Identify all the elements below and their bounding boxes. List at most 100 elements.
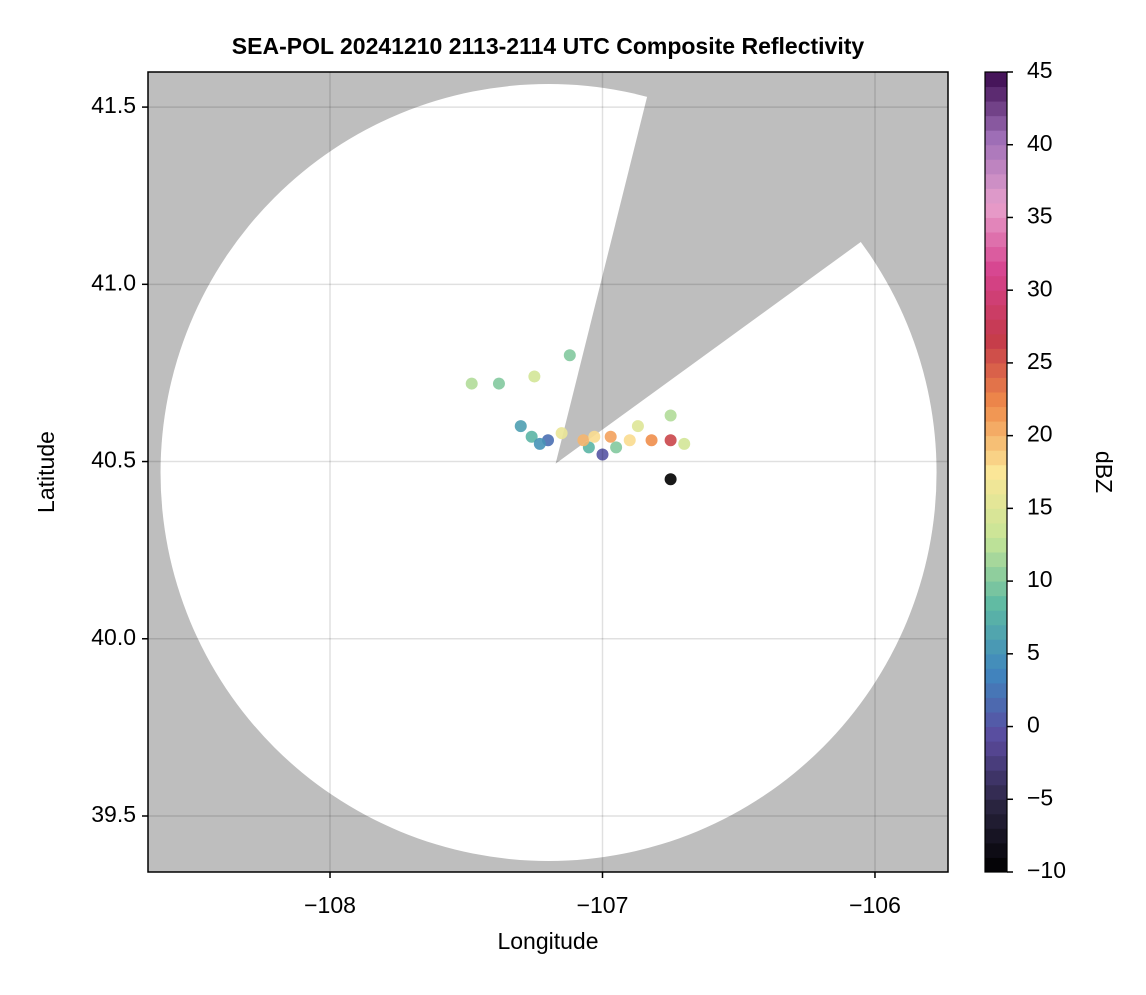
colorbar-step bbox=[985, 755, 1007, 771]
reflectivity-cell bbox=[645, 434, 658, 447]
colorbar-step bbox=[985, 362, 1007, 378]
reflectivity-cell bbox=[555, 427, 568, 440]
y-tick-label: 41.5 bbox=[91, 92, 136, 118]
colorbar-tick-label: 35 bbox=[1027, 203, 1053, 229]
x-tick-label: −106 bbox=[849, 892, 901, 918]
y-tick-label: 40.5 bbox=[91, 447, 136, 473]
reflectivity-cell bbox=[610, 441, 623, 454]
colorbar-tick-label: −10 bbox=[1027, 857, 1066, 883]
colorbar-step bbox=[985, 682, 1007, 698]
reflectivity-cell bbox=[465, 377, 478, 390]
colorbar-step bbox=[985, 479, 1007, 495]
colorbar-step bbox=[985, 406, 1007, 422]
colorbar-step bbox=[985, 173, 1007, 189]
reflectivity-cell bbox=[514, 420, 527, 433]
reflectivity-cell bbox=[664, 409, 677, 422]
colorbar-step bbox=[985, 813, 1007, 829]
reflectivity-cell bbox=[664, 473, 677, 486]
colorbar-step bbox=[985, 464, 1007, 480]
colorbar-step bbox=[985, 72, 1007, 88]
colorbar-step bbox=[985, 842, 1007, 858]
colorbar-step bbox=[985, 435, 1007, 451]
reflectivity-cell bbox=[588, 430, 601, 443]
plot-area bbox=[148, 72, 948, 872]
colorbar-step bbox=[985, 86, 1007, 102]
colorbar-step bbox=[985, 653, 1007, 669]
colorbar-step bbox=[985, 202, 1007, 218]
colorbar-tick-label: 0 bbox=[1027, 712, 1040, 738]
reflectivity-cell bbox=[525, 430, 538, 443]
overlay: −108 −107 −106 39.5 40.0 40.5 41.0 41.5 −10 −5 0 5 1… bbox=[91, 57, 1066, 918]
colorbar-step bbox=[985, 232, 1007, 248]
reflectivity-cell bbox=[664, 434, 677, 447]
colorbar-step bbox=[985, 304, 1007, 320]
reflectivity-cell bbox=[631, 420, 644, 433]
reflectivity-cell bbox=[492, 377, 505, 390]
colorbar-step bbox=[985, 741, 1007, 757]
colorbar-step bbox=[985, 246, 1007, 262]
colorbar-step bbox=[985, 377, 1007, 393]
colorbar-step bbox=[985, 624, 1007, 640]
colorbar-step bbox=[985, 319, 1007, 335]
colorbar-step bbox=[985, 857, 1007, 873]
chart-title: SEA-POL 20241210 2113-2114 UTC Composite… bbox=[232, 33, 865, 59]
reflectivity-cell bbox=[563, 349, 576, 362]
reflectivity-cell bbox=[577, 434, 590, 447]
colorbar-step bbox=[985, 392, 1007, 408]
colorbar-step bbox=[985, 610, 1007, 626]
colorbar-tick-label: 45 bbox=[1027, 57, 1053, 83]
colorbar-step bbox=[985, 697, 1007, 713]
colorbar-tick-label: 40 bbox=[1027, 130, 1053, 156]
plot-frame bbox=[147, 71, 949, 873]
reflectivity-cell bbox=[528, 370, 541, 383]
blocked-sector bbox=[555, 72, 948, 464]
colorbar-step bbox=[985, 566, 1007, 582]
colorbar-step bbox=[985, 712, 1007, 728]
colorbar-frame bbox=[984, 71, 1008, 873]
colorbar-step bbox=[985, 799, 1007, 815]
colorbar-step bbox=[985, 217, 1007, 233]
reflectivity-cell bbox=[596, 448, 609, 461]
reflectivity-cell bbox=[604, 430, 617, 443]
colorbar-step bbox=[985, 581, 1007, 597]
colorbar-tick-label: 20 bbox=[1027, 421, 1053, 447]
colorbar-tick-label: 10 bbox=[1027, 566, 1053, 592]
colorbar-label: dBZ bbox=[1091, 451, 1117, 493]
colorbar-step bbox=[985, 144, 1007, 160]
colorbar-step bbox=[985, 668, 1007, 684]
x-tick-label: −108 bbox=[304, 892, 356, 918]
colorbar-tick-label: 25 bbox=[1027, 348, 1053, 374]
y-tick-label: 41.0 bbox=[91, 269, 136, 295]
colorbar-step bbox=[985, 188, 1007, 204]
reflectivity-cell bbox=[678, 437, 691, 450]
reflectivity-cell bbox=[623, 434, 636, 447]
colorbar-step bbox=[985, 130, 1007, 146]
colorbar-step bbox=[985, 101, 1007, 117]
y-tick-label: 39.5 bbox=[91, 801, 136, 827]
colorbar-step bbox=[985, 450, 1007, 466]
colorbar-step bbox=[985, 770, 1007, 786]
x-tick-label: −107 bbox=[577, 892, 629, 918]
colorbar-step bbox=[985, 828, 1007, 844]
y-axis-label: Latitude bbox=[33, 431, 59, 513]
colorbar-step bbox=[985, 639, 1007, 655]
colorbar-step bbox=[985, 333, 1007, 349]
colorbar-tick-label: −5 bbox=[1027, 784, 1053, 810]
y-tick-label: 40.0 bbox=[91, 624, 136, 650]
reflectivity-cell bbox=[533, 437, 546, 450]
colorbar-step bbox=[985, 552, 1007, 568]
colorbar-step bbox=[985, 493, 1007, 509]
x-axis-label: Longitude bbox=[497, 928, 598, 954]
colorbar-step bbox=[985, 290, 1007, 306]
colorbar-step bbox=[985, 784, 1007, 800]
colorbar-step bbox=[985, 508, 1007, 524]
colorbar-tick-label: 30 bbox=[1027, 275, 1053, 301]
colorbar-step bbox=[985, 421, 1007, 437]
colorbar-tick-label: 15 bbox=[1027, 493, 1053, 519]
colorbar-step bbox=[985, 115, 1007, 131]
colorbar-step bbox=[985, 537, 1007, 553]
colorbar-tick-label: 5 bbox=[1027, 639, 1040, 665]
colorbar-step bbox=[985, 595, 1007, 611]
colorbar-step bbox=[985, 159, 1007, 175]
